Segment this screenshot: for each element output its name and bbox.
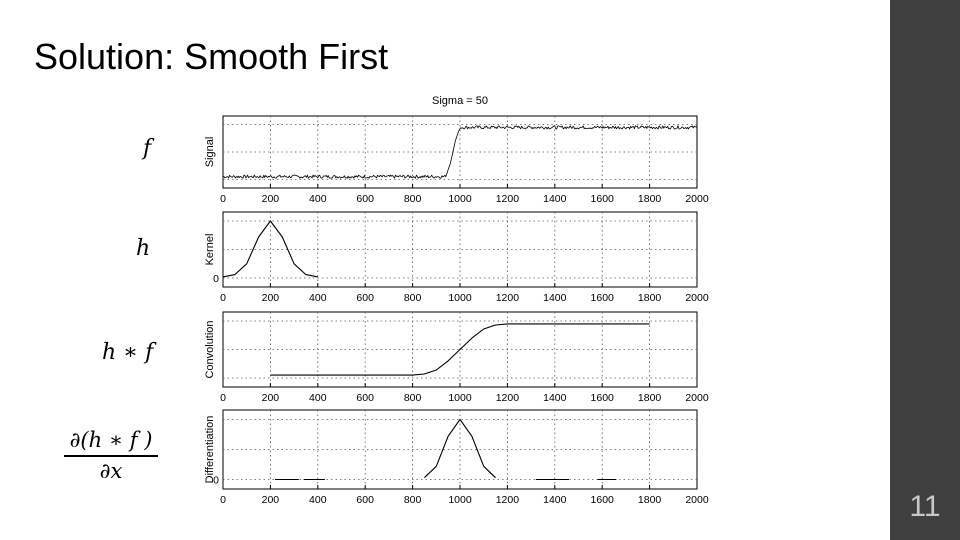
math-label-h-conv-f: h ∗ f <box>102 340 154 365</box>
panel-1-xtick-label: 1600 <box>591 193 615 205</box>
panel-4-ytick-label: 0 <box>213 475 219 487</box>
panel-4-frame <box>222 409 698 490</box>
panel-1-xtick-label: 1400 <box>543 193 567 205</box>
panel-4-series-1 <box>424 418 496 479</box>
panel-2-xtick-label: 600 <box>356 292 374 304</box>
page-number: 11 <box>909 490 941 523</box>
derivative-denominator: ∂x <box>99 459 123 483</box>
panel-4-xtick-label: 1800 <box>638 494 662 506</box>
panel-2-ylabel: Kernel <box>204 234 216 266</box>
panel-4-xtick-label: 600 <box>356 494 374 506</box>
panel-2-xtick-label: 800 <box>404 292 422 304</box>
panel-1-xtick-label: 800 <box>404 193 422 205</box>
panel-1-xtick-label: 1000 <box>448 193 472 205</box>
panel-2-xtick-label: 400 <box>309 292 327 304</box>
panel-2-xtick-label: 1000 <box>448 292 472 304</box>
panel-2-xtick-label: 1200 <box>496 292 520 304</box>
panel-1-xtick-label: 1200 <box>496 193 520 205</box>
panel-1-xtick-label: 1800 <box>638 193 662 205</box>
panel-2-xtick-label: 1800 <box>638 292 662 304</box>
panel-2-xtick-label: 1600 <box>591 292 615 304</box>
panel-2-xtick-label: 2000 <box>685 292 709 304</box>
panel-1-xtick-label: 600 <box>356 193 374 205</box>
panel-1-ylabel: Signal <box>204 137 216 168</box>
panel-2-series-1 <box>222 220 318 278</box>
panel-3-xtick-label: 200 <box>262 392 280 404</box>
panel-3-xtick-label: 1000 <box>448 392 472 404</box>
panel-3-xtick-label: 2000 <box>685 392 709 404</box>
chart-figure: Sigma = 50 0 200 400 600 800 1000 1200 1400 1600 1… <box>204 95 709 506</box>
panel-4-xtick-label: 0 <box>220 494 226 506</box>
right-sidebar-bar <box>890 0 960 540</box>
panel-3-xtick-label: 1400 <box>543 392 567 404</box>
slide-title: Solution: Smooth First <box>34 36 389 77</box>
panel-3-series-1 <box>270 323 650 376</box>
panel-4-xtick-label: 400 <box>309 494 327 506</box>
panel-3-xtick-label: 600 <box>356 392 374 404</box>
math-label-f: f <box>143 136 152 161</box>
panel-1-series-1 <box>222 125 698 179</box>
chart-title: Sigma = 50 <box>432 95 488 107</box>
panel-4-xtick-label: 800 <box>404 494 422 506</box>
fraction-bar <box>64 455 158 457</box>
math-label-h: h <box>136 236 151 261</box>
derivative-numerator: ∂(h ∗ f ) <box>69 428 153 452</box>
panel-1-xtick-label: 400 <box>309 193 327 205</box>
panel-3-xtick-label: 0 <box>220 392 226 404</box>
panel-1-xtick-label: 2000 <box>685 193 709 205</box>
panel-4-xtick-label: 2000 <box>685 494 709 506</box>
panel-4-xtick-label: 1200 <box>496 494 520 506</box>
derivative-fraction: ∂(h ∗ f ) ∂x <box>60 428 162 483</box>
panel-4-xtick-label: 1000 <box>448 494 472 506</box>
panel-1-xtick-label: 200 <box>262 193 280 205</box>
panel-4-ylabel: Differentiation <box>204 416 216 484</box>
panel-2-ytick-label: 0 <box>213 273 219 285</box>
panel-4-xtick-label: 1600 <box>591 494 615 506</box>
panel-2-xtick-label: 1400 <box>543 292 567 304</box>
panel-3-xtick-label: 400 <box>309 392 327 404</box>
panel-2-xtick-label: 0 <box>220 292 226 304</box>
panel-3-xtick-label: 1600 <box>591 392 615 404</box>
panel-3-xtick-label: 800 <box>404 392 422 404</box>
panel-3-xtick-label: 1800 <box>638 392 662 404</box>
panel-3-ylabel: Convolution <box>204 320 216 378</box>
panel-1-xtick-label: 0 <box>220 193 226 205</box>
panel-2-xtick-label: 200 <box>262 292 280 304</box>
panel-3-xtick-label: 1200 <box>496 392 520 404</box>
panel-4-xtick-label: 1400 <box>543 494 567 506</box>
panel-4-xtick-label: 200 <box>262 494 280 506</box>
